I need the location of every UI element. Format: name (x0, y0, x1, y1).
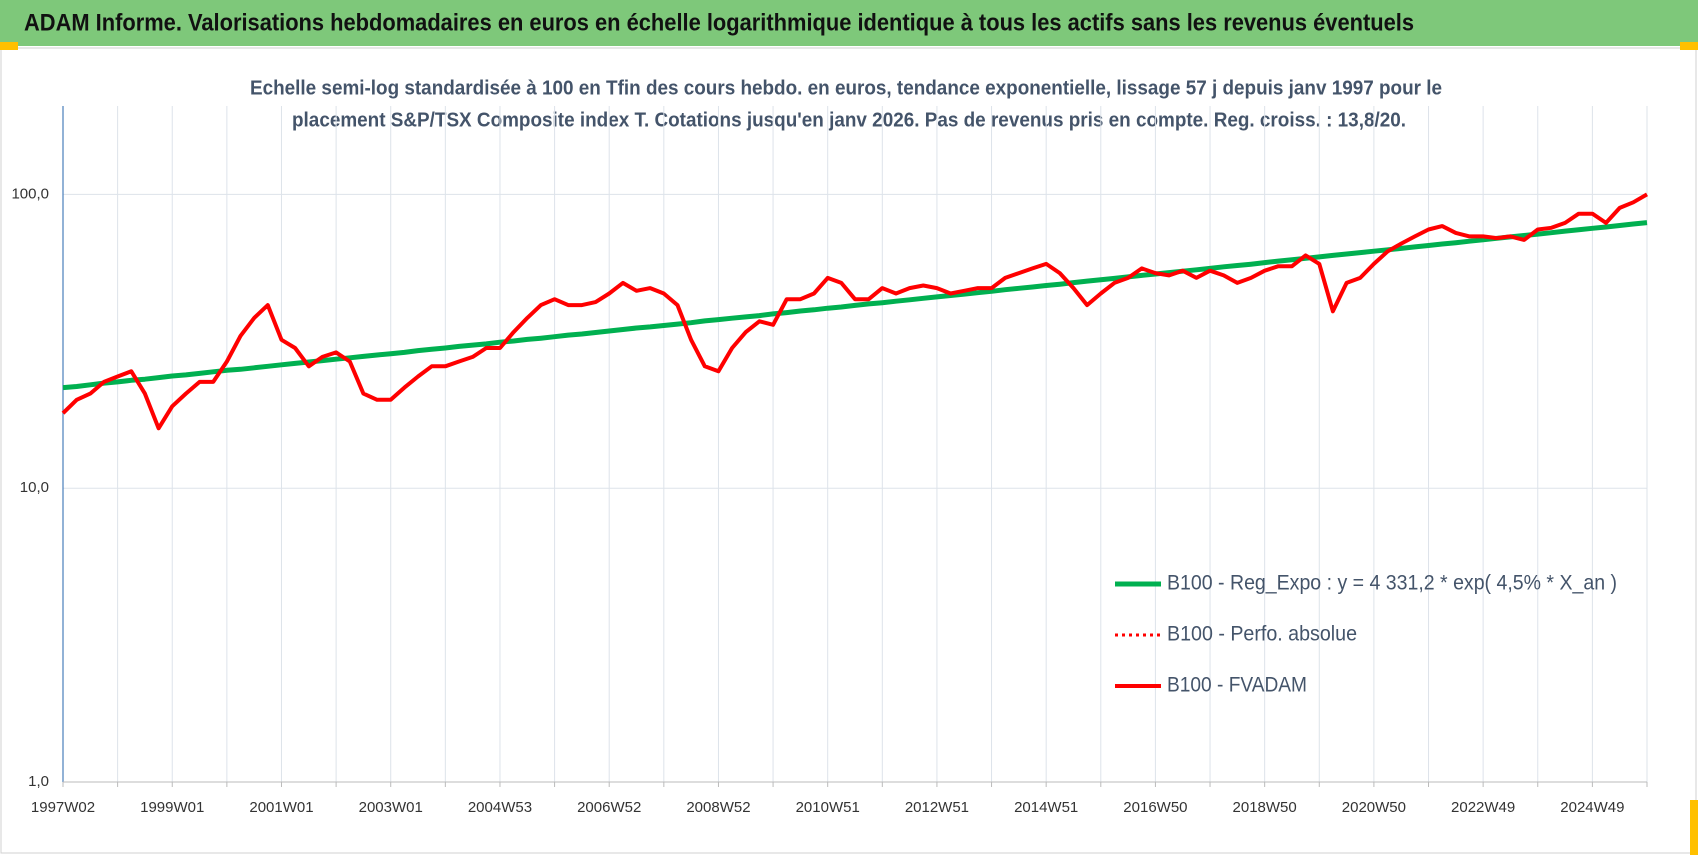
x-tick-label: 2016W50 (1123, 799, 1187, 816)
plot: 1997W02 1999W01 2001W01 2003W01 2004W53 2006W… (11, 106, 1648, 816)
legend-label: B100 - FVADAM (1167, 674, 1307, 697)
series-line (61, 192, 1648, 431)
series-line (62, 220, 1648, 391)
legend-label: B100 - Reg_Expo : y = 4 331,2 * exp( 4,5… (1167, 572, 1617, 595)
corner-mark (1690, 800, 1698, 855)
chart-title: placement S&P/TSX Composite index T. Cot… (292, 109, 1406, 131)
x-tick-label: 1997W02 (31, 799, 95, 816)
x-tick-label: 2010W51 (796, 799, 860, 816)
page-title: ADAM Informe. Valorisations hebdomadaire… (24, 9, 1414, 36)
header-band (0, 0, 1698, 46)
chart-frame (0, 47, 1697, 854)
x-tick-label: 2020W50 (1342, 799, 1406, 816)
x-tick-label: 2004W53 (468, 799, 532, 816)
x-tick-label: 2024W49 (1560, 799, 1624, 816)
x-tick-label: 2022W49 (1451, 799, 1515, 816)
y-tick-label: 10,0 (20, 479, 49, 496)
x-tick-label: 2014W51 (1014, 799, 1078, 816)
y-tick-label: 1,0 (28, 773, 49, 790)
x-tick-label: 2006W52 (577, 799, 641, 816)
x-tick-label: 2018W50 (1233, 799, 1297, 816)
x-tick-label: 2001W01 (249, 799, 313, 816)
corner-mark (0, 42, 18, 50)
x-tick-label: 2012W51 (905, 799, 969, 816)
x-tick-label: 2008W52 (686, 799, 750, 816)
legend-label: B100 - Perfo. absolue (1167, 623, 1357, 646)
x-tick-label: 2003W01 (359, 799, 423, 816)
x-tick-label: 1999W01 (140, 799, 204, 816)
corner-mark (1680, 42, 1698, 50)
chart-title: Echelle semi-log standardisée à 100 en T… (250, 77, 1442, 99)
y-tick-label: 100,0 (11, 185, 49, 202)
